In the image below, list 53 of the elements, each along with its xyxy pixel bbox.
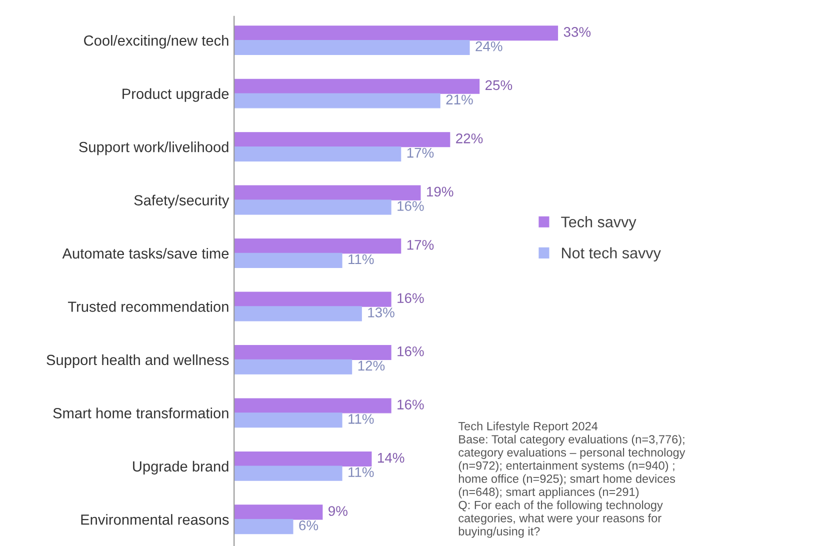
- data-label: 25%: [485, 80, 512, 90]
- bar: [234, 359, 352, 374]
- bar: [234, 185, 421, 200]
- legend-label: Tech savvy: [561, 216, 636, 230]
- legend-label: Not tech savvy: [562, 247, 661, 262]
- data-label: 14%: [378, 452, 404, 463]
- bar: [234, 78, 480, 94]
- data-label: 6%: [299, 520, 318, 530]
- data-label: 11%: [348, 467, 374, 478]
- data-label: 17%: [407, 240, 434, 250]
- bar: [234, 519, 294, 534]
- data-label: 12%: [358, 360, 385, 371]
- y-tick-label: Cool/exciting/new tech: [84, 35, 228, 49]
- bar: [234, 40, 470, 56]
- y-tick-label: Environmental reasons: [81, 514, 229, 525]
- bar: [234, 451, 372, 467]
- data-label: 13%: [368, 308, 394, 318]
- data-label: 16%: [398, 293, 424, 304]
- bar: [234, 306, 362, 322]
- data-label: 21%: [446, 94, 473, 104]
- data-label: 17%: [407, 148, 434, 158]
- y-tick-label: Smart home transformation: [53, 408, 228, 418]
- y-tick-label: Automate tasks/save time: [62, 248, 229, 259]
- bar: [234, 412, 342, 428]
- bar: [234, 252, 342, 268]
- y-tick-label: Safety/security: [134, 194, 230, 208]
- y-tick-label: Upgrade brand: [133, 460, 228, 474]
- bar: [234, 26, 558, 41]
- bar: [234, 504, 323, 520]
- bar: [234, 132, 450, 148]
- data-label: 11%: [348, 414, 374, 424]
- data-label: 11%: [348, 254, 374, 264]
- data-label: 9%: [328, 506, 348, 516]
- bar: [234, 200, 392, 215]
- y-tick-label: Trusted recommendation: [68, 301, 228, 312]
- bar: [234, 466, 342, 481]
- data-label: 33%: [564, 27, 591, 37]
- data-label: 16%: [398, 346, 424, 356]
- bar: [234, 146, 402, 162]
- data-label: 22%: [456, 133, 483, 144]
- data-label: 19%: [427, 186, 454, 197]
- text: Tech Lifestyle Report 2024 Base: Total category evaluations (n=3,776); category evaluations – personal technology (n=972); entertainment systems (n=940) ; home office (n=925); smart home devices (n=648); smart appliances (n=291) Q: For each of the following technology categories, what were your reasons for buying/using it?: [458, 422, 686, 538]
- bar: [234, 292, 392, 307]
- bar: [234, 344, 392, 360]
- y-tick-label: Product upgrade: [122, 88, 229, 102]
- bar: [234, 238, 402, 254]
- bar: [234, 398, 392, 414]
- y-tick-label: Support health and wellness: [46, 354, 229, 368]
- data-label: 16%: [398, 400, 424, 410]
- data-label: 24%: [476, 41, 502, 52]
- y-tick-label: Support work/livelihood: [79, 142, 228, 156]
- bar: [234, 93, 440, 108]
- data-label: 16%: [398, 201, 424, 211]
